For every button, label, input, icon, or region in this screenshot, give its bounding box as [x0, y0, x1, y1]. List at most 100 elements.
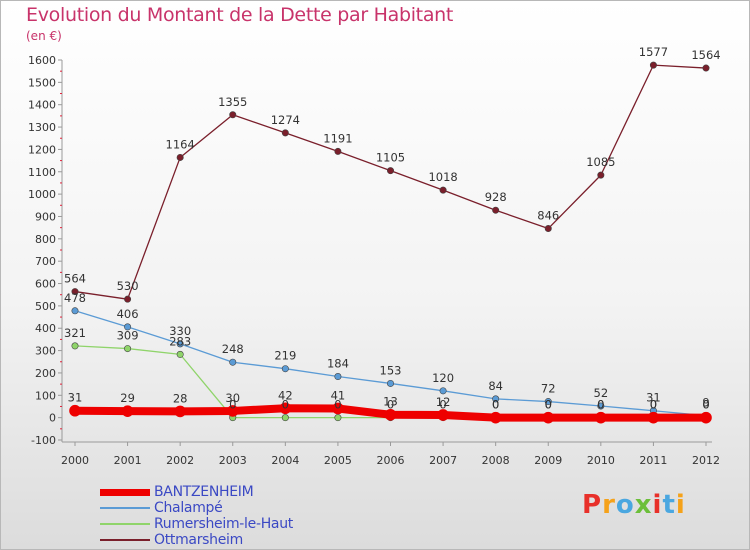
data-label: 1085	[586, 155, 615, 169]
data-point	[121, 405, 134, 417]
series-chalamp-	[71, 307, 710, 420]
data-point	[649, 61, 657, 69]
logo-letter: i	[675, 490, 686, 520]
data-label: 1564	[691, 48, 720, 62]
data-label: 42	[278, 388, 293, 402]
data-point	[281, 129, 289, 137]
data-point	[124, 323, 132, 331]
data-point	[597, 171, 605, 179]
y-tick-label: 1300	[28, 121, 56, 134]
logo-letter: x	[634, 490, 653, 520]
legend-item-rumersheim: Rumersheim-le-Haut	[100, 516, 400, 533]
data-point	[542, 411, 555, 424]
legend-item-ottmarsheim: Ottmarsheim	[100, 532, 400, 549]
data-label: 30	[225, 391, 240, 405]
y-tick-label: 1200	[28, 143, 56, 156]
data-label: 0	[229, 398, 236, 412]
data-label: 184	[327, 357, 349, 371]
data-label: 530	[117, 279, 139, 293]
chart-subtitle: (en €)	[26, 29, 62, 43]
data-point	[226, 405, 239, 417]
data-label: 31	[68, 391, 83, 405]
legend-swatch	[100, 539, 150, 541]
y-tick-label: 800	[35, 233, 56, 246]
series-layer	[69, 61, 712, 424]
y-tick-label: 300	[35, 345, 56, 358]
data-label: 248	[222, 342, 244, 356]
data-point	[334, 373, 342, 381]
data-point	[700, 411, 712, 424]
data-label: 153	[380, 363, 402, 377]
data-label: 52	[594, 386, 609, 400]
series-bantzenheim	[69, 402, 712, 424]
data-point	[386, 379, 394, 387]
x-tick-label: 2005	[324, 454, 352, 467]
data-point	[279, 402, 292, 415]
data-point	[71, 288, 79, 296]
data-point	[334, 414, 342, 422]
data-label: 0	[702, 398, 709, 412]
logo-letter: t	[662, 490, 676, 520]
data-label: 28	[173, 391, 188, 405]
data-label: 1105	[376, 151, 405, 165]
data-point	[597, 402, 605, 410]
x-tick-label: 2000	[61, 454, 89, 467]
data-label: 0	[334, 398, 341, 412]
logo-letter: o	[615, 490, 635, 520]
legend-swatch	[100, 507, 150, 509]
data-point	[386, 167, 394, 175]
data-point	[71, 307, 79, 315]
data-label: 0	[492, 398, 499, 412]
data-point	[384, 408, 397, 421]
data-point	[124, 345, 132, 353]
data-point	[124, 295, 132, 303]
legend-item-chalampe: Chalampé	[100, 500, 400, 517]
data-label: 0	[650, 398, 657, 412]
x-tick-label: 2012	[692, 454, 720, 467]
data-label: 846	[537, 209, 559, 223]
logo-letter: r	[602, 490, 616, 520]
y-tick-label: 200	[35, 367, 56, 380]
data-point	[281, 365, 289, 373]
chart-title: Evolution du Montant de la Dette par Hab…	[26, 4, 454, 26]
data-label: 0	[650, 398, 657, 412]
data-label: 0	[545, 398, 552, 412]
series-line	[74, 64, 707, 300]
data-point	[71, 342, 79, 350]
x-tick-label: 2004	[271, 454, 299, 467]
data-label: 406	[117, 307, 139, 321]
legend-label: Chalampé	[154, 500, 223, 516]
series-ottmarsheim	[71, 61, 710, 303]
axes: -100010020030040050060070080090010001100…	[28, 54, 720, 467]
data-label: 41	[331, 388, 346, 402]
y-tick-label: 0	[49, 412, 56, 425]
data-label: 0	[282, 398, 289, 412]
y-tick-label: 1400	[28, 99, 56, 112]
data-point	[439, 387, 447, 395]
data-label: 0	[387, 398, 394, 412]
x-tick-label: 2002	[166, 454, 194, 467]
y-tick-label: -100	[31, 434, 56, 447]
data-point	[176, 153, 184, 161]
data-point	[176, 350, 184, 358]
data-label: 1018	[428, 170, 457, 184]
data-point	[229, 111, 237, 119]
x-tick-label: 2007	[429, 454, 457, 467]
data-label: 1355	[218, 95, 247, 109]
data-point	[229, 358, 237, 366]
data-label: 0	[702, 398, 709, 412]
data-label: 219	[274, 349, 296, 363]
data-label: 0	[545, 398, 552, 412]
y-tick-label: 100	[35, 389, 56, 402]
x-tick-label: 2010	[587, 454, 615, 467]
data-label: 283	[169, 334, 191, 348]
legend-swatch	[100, 523, 150, 525]
legend-swatch	[100, 489, 150, 496]
data-point	[544, 225, 552, 233]
legend-item-bantzenheim: BANTZENHEIM	[100, 484, 400, 501]
data-label: 1577	[639, 45, 668, 59]
data-point	[332, 402, 344, 415]
data-label: 72	[541, 382, 556, 396]
data-label: 478	[64, 291, 86, 305]
